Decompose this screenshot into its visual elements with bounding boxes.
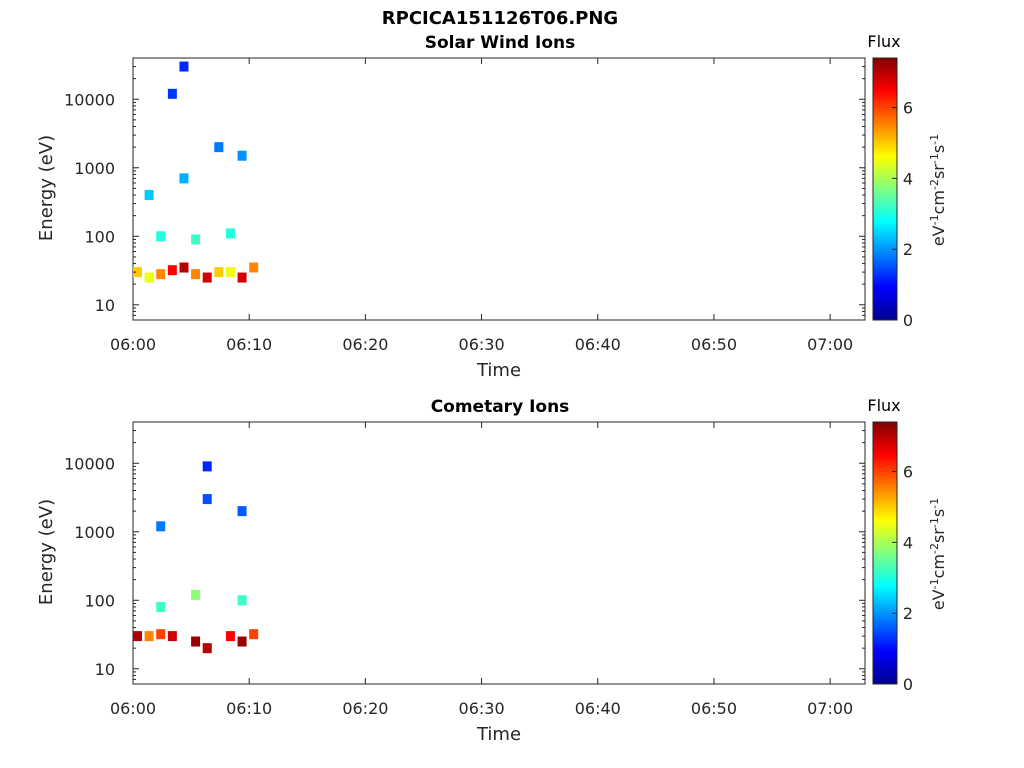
heatmap-cell xyxy=(225,267,235,278)
heatmap-cells xyxy=(133,461,259,654)
heatmap-cells xyxy=(133,61,259,283)
heatmap-cell xyxy=(133,267,142,278)
y-axis-label: Energy (eV) xyxy=(36,135,57,241)
x-axis-ticks: 06:00 06:10 06:20 06:30 06:40 06:50 07:00 xyxy=(110,58,853,354)
heatmap-cell xyxy=(167,631,177,642)
x-tick-label: 06:20 xyxy=(342,699,388,718)
colorbar xyxy=(872,421,898,685)
heatmap-cell xyxy=(179,173,189,184)
heatmap-cell xyxy=(179,61,189,72)
heatmap-cell xyxy=(202,461,212,472)
plot-area xyxy=(132,57,866,321)
colorbar-label: Flux xyxy=(867,396,900,415)
heatmap-cell xyxy=(167,88,177,99)
heatmap-cell xyxy=(225,228,235,239)
x-tick-label: 07:00 xyxy=(807,335,853,354)
heatmap-cell xyxy=(156,521,166,532)
x-tick-label: 06:50 xyxy=(691,699,737,718)
y-tick-label: 10 xyxy=(95,660,115,679)
x-tick-label: 06:00 xyxy=(110,699,156,718)
colorbar-units: eV-1cm-2sr-1s-1 xyxy=(928,498,948,610)
x-axis-label: Time xyxy=(476,360,521,381)
heatmap-cell xyxy=(191,234,201,245)
x-tick-label: 07:00 xyxy=(807,699,853,718)
colorbar-ticks: 0 2 4 6 xyxy=(892,99,913,330)
heatmap-cell xyxy=(133,631,142,642)
x-tick-label: 06:30 xyxy=(459,335,505,354)
x-axis-label: Time xyxy=(476,724,521,745)
heatmap-cell xyxy=(144,272,154,283)
colorbar-tick-label: 2 xyxy=(903,604,913,623)
colorbar-tick-label: 6 xyxy=(903,99,913,118)
heatmap-cell xyxy=(156,269,166,280)
heatmap-cell xyxy=(237,506,247,517)
heatmap-cell xyxy=(237,272,247,283)
colorbar-ticks: 0 2 4 6 xyxy=(892,463,913,694)
heatmap-cell xyxy=(237,595,247,606)
x-tick-label: 06:10 xyxy=(226,335,272,354)
heatmap-cell xyxy=(167,265,177,276)
y-tick-label: 100 xyxy=(84,591,115,610)
colorbar-tick-label: 0 xyxy=(903,311,913,330)
heatmap-cell xyxy=(179,262,189,273)
colorbar-tick-label: 4 xyxy=(903,169,913,188)
colorbar-tick-label: 4 xyxy=(903,533,913,552)
colorbar-tick-label: 2 xyxy=(903,240,913,259)
panel-title: Solar Wind Ions xyxy=(425,33,576,53)
y-tick-label: 100 xyxy=(84,227,115,246)
y-axis-label: Energy (eV) xyxy=(36,499,57,605)
x-tick-label: 06:30 xyxy=(459,699,505,718)
heatmap-cell xyxy=(191,589,201,600)
colorbar-label: Flux xyxy=(867,32,900,51)
y-axis-ticks: 10 100 1000 10000 xyxy=(64,57,865,321)
x-tick-label: 06:40 xyxy=(575,335,621,354)
heatmap-cell xyxy=(191,269,201,280)
heatmap-cell xyxy=(144,631,154,642)
x-tick-label: 06:00 xyxy=(110,335,156,354)
panel-solar-wind: Solar Wind Ions 10 100 1000 10000 06:00 06:1… xyxy=(36,32,948,381)
heatmap-cell xyxy=(156,601,166,612)
y-tick-label: 10000 xyxy=(64,90,115,109)
x-tick-label: 06:10 xyxy=(226,699,272,718)
y-tick-label: 10 xyxy=(95,296,115,315)
heatmap-cell xyxy=(144,190,154,201)
heatmap-cell xyxy=(202,643,212,654)
colorbar-tick-label: 0 xyxy=(903,675,913,694)
y-tick-label: 1000 xyxy=(74,159,115,178)
colorbar-units: eV-1cm-2sr-1s-1 xyxy=(928,134,948,246)
heatmap-cell xyxy=(225,631,235,642)
y-tick-label: 1000 xyxy=(74,523,115,542)
heatmap-cell xyxy=(156,231,166,242)
x-tick-label: 06:50 xyxy=(691,335,737,354)
x-tick-label: 06:40 xyxy=(575,699,621,718)
y-tick-label: 10000 xyxy=(64,454,115,473)
heatmap-cell xyxy=(156,629,166,640)
plot-area xyxy=(132,421,866,685)
heatmap-cell xyxy=(214,142,224,153)
heatmap-cell xyxy=(214,267,224,278)
colorbar xyxy=(872,57,898,321)
x-tick-label: 06:20 xyxy=(342,335,388,354)
y-axis-ticks: 10 100 1000 10000 xyxy=(64,421,865,685)
heatmap-cell xyxy=(191,636,201,647)
heatmap-cell xyxy=(202,272,212,283)
heatmap-cell xyxy=(202,494,212,505)
panel-title: Cometary Ions xyxy=(431,397,570,417)
heatmap-cell xyxy=(249,629,259,640)
heatmap-cell xyxy=(237,636,247,647)
colorbar-tick-label: 6 xyxy=(903,463,913,482)
figure-title: RPCICA151126T06.PNG xyxy=(382,8,618,29)
x-axis-ticks: 06:00 06:10 06:20 06:30 06:40 06:50 07:00 xyxy=(110,422,853,718)
heatmap-cell xyxy=(249,262,259,273)
heatmap-cell xyxy=(237,150,247,161)
